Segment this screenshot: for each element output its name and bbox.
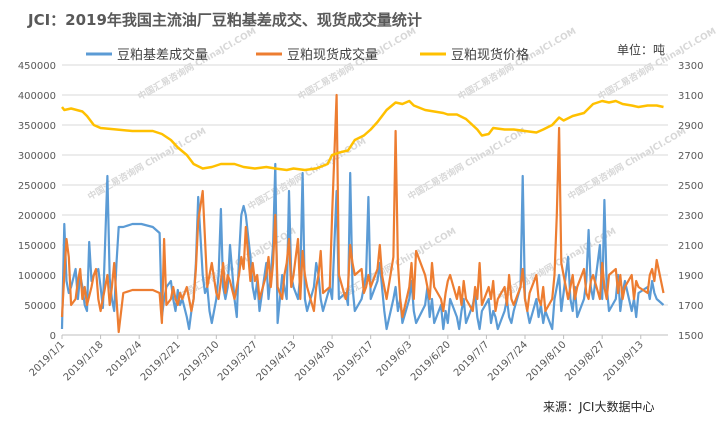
x-tick-label: 2019/4/13 [255, 339, 299, 383]
y-left-tick-label: 100000 [18, 271, 56, 282]
y-left-tick-label: 0 [50, 331, 56, 342]
watermark-text: 中国汇易咨询网 ChinaJCI.COM [566, 125, 689, 203]
x-tick-label: 2019/8/10 [525, 339, 569, 383]
x-tick-label: 2019/6/3 [375, 339, 415, 379]
legend-label-3: 豆粕现货价格 [451, 47, 529, 63]
y-right-tick-label: 3100 [678, 91, 703, 102]
x-tick-label: 2019/5/17 [332, 339, 376, 383]
y-right-tick-label: 1900 [678, 271, 703, 282]
axes: 0 50000 100000 150000 200000 250000 300000 3500… [18, 61, 704, 383]
watermark-layer: 中国汇易咨询网 ChinaJCI.COM 中国汇易咨询网 ChinaJCI.COM… [86, 25, 719, 303]
watermark-text: 中国汇易咨询网 ChinaJCI.COM [296, 25, 419, 103]
x-tick-label: 2019/9/13 [602, 339, 646, 383]
unit-label: 单位：吨 [617, 42, 665, 57]
series-line-2 [60, 93, 665, 334]
y-left-tick-label: 150000 [18, 241, 56, 252]
gridlines [62, 64, 668, 336]
legend-label-2: 豆粕现货成交量 [287, 47, 378, 63]
watermark-text: 中国汇易咨询网 ChinaJCI.COM [456, 25, 579, 103]
x-tick-label: 2019/1/18 [62, 339, 106, 383]
y-left-tick-label: 250000 [18, 181, 56, 192]
watermark-text: 中国汇易咨询网 ChinaJCI.COM [406, 125, 529, 203]
y-right-tick-label: 1700 [678, 301, 703, 312]
y-right-tick-label: 2500 [678, 181, 703, 192]
y-left-tick-label: 50000 [24, 301, 56, 312]
series-layer [60, 93, 665, 334]
watermark-text: 中国汇易咨询网 ChinaJCI.COM [136, 25, 259, 103]
y-right-tick-label: 1500 [678, 331, 703, 342]
x-tick-label: 2019/3/27 [216, 339, 260, 383]
y-left-tick-label: 350000 [18, 121, 56, 132]
chart-title: JCI：2019年我国主流油厂豆粕基差成交、现货成交量统计 [27, 11, 422, 29]
x-tick-label: 2019/2/4 [105, 339, 145, 379]
y-right-tick-label: 2100 [678, 241, 703, 252]
x-tick-label: 2019/7/24 [486, 339, 530, 383]
y-left-tick-label: 400000 [18, 91, 56, 102]
y-right-tick-label: 2300 [678, 211, 703, 222]
x-tick-label: 2019/6/20 [409, 339, 453, 383]
y-left-tick-label: 300000 [18, 151, 56, 162]
series-line-3 [61, 99, 664, 172]
legend: 豆粕基差成交量 豆粕现货成交量 豆粕现货价格 [86, 47, 529, 63]
x-tick-label: 2019/8/27 [563, 339, 607, 383]
x-tick-label: 2019/7/7 [452, 339, 492, 379]
legend-label-1: 豆粕基差成交量 [117, 47, 208, 63]
source-label: 来源：JCI大数据中心 [543, 399, 654, 414]
watermark-text: 中国汇易咨询网 ChinaJCI.COM [86, 125, 209, 203]
y-left-tick-label: 450000 [18, 61, 56, 72]
y-right-tick-label: 2900 [678, 121, 703, 132]
x-tick-label: 2019/4/30 [293, 339, 337, 383]
x-tick-label: 2019/3/10 [177, 339, 221, 383]
y-left-tick-label: 200000 [18, 211, 56, 222]
y-right-tick-label: 3300 [678, 61, 703, 72]
x-tick-label: 2019/2/21 [139, 339, 183, 383]
y-right-tick-label: 2700 [678, 151, 703, 162]
x-tick-label: 2019/1/1 [28, 339, 68, 379]
series-line-1 [60, 162, 665, 331]
